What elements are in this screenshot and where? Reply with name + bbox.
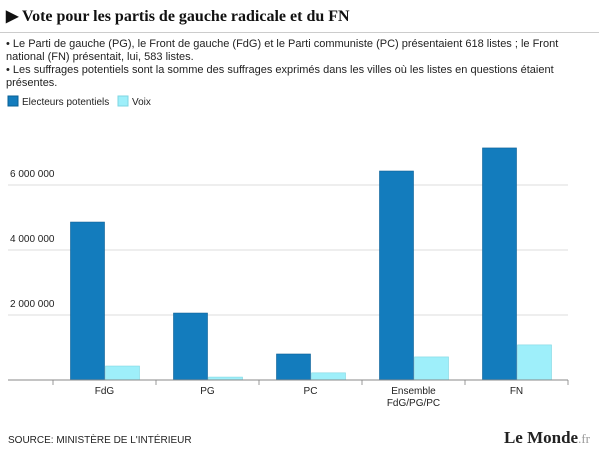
title-rule bbox=[0, 32, 599, 33]
bar bbox=[105, 365, 140, 381]
x-tick-line: FdG/PG/PC bbox=[387, 398, 440, 409]
bar bbox=[379, 170, 414, 381]
bar bbox=[414, 356, 449, 381]
y-tick-label: 6 000 000 bbox=[10, 169, 55, 180]
bar bbox=[517, 344, 552, 381]
legend-label: Electeurs potentiels bbox=[22, 97, 109, 108]
x-tick-label: PC bbox=[304, 386, 318, 397]
logo-name: Le Monde bbox=[504, 428, 579, 447]
x-tick-label: FdG bbox=[95, 386, 115, 397]
bar bbox=[276, 353, 311, 381]
bar bbox=[70, 221, 105, 381]
legend-label: Voix bbox=[132, 97, 151, 108]
notes: • Le Parti de gauche (PG), le Front de g… bbox=[6, 38, 591, 90]
source: SOURCE: MINISTÈRE DE L'INTÉRIEUR bbox=[8, 433, 192, 446]
bar bbox=[482, 147, 517, 381]
x-tick-label: Ensemble FdG/PG/PC bbox=[387, 386, 440, 409]
x-tick-line: Ensemble bbox=[391, 386, 436, 397]
note: • Le Parti de gauche (PG), le Front de g… bbox=[6, 38, 559, 63]
bar bbox=[311, 372, 346, 381]
logo-suffix: .fr bbox=[578, 431, 591, 446]
y-tick-label: 4 000 000 bbox=[10, 234, 55, 245]
chart-title: Vote pour les partis de gauche radicale … bbox=[22, 8, 350, 25]
legend-swatch bbox=[117, 95, 129, 107]
y-tick-label: 2 000 000 bbox=[10, 299, 55, 310]
x-tick-label: PG bbox=[200, 386, 215, 397]
chart-title-box: ▶ Vote pour les partis de gauche radical… bbox=[6, 8, 350, 25]
logo: Le Monde.fr bbox=[504, 428, 591, 447]
x-tick-label: FN bbox=[510, 386, 523, 397]
bar bbox=[173, 312, 208, 381]
legend-swatch bbox=[7, 95, 19, 107]
note: • Les suffrages potentiels sont la somme… bbox=[6, 64, 554, 89]
